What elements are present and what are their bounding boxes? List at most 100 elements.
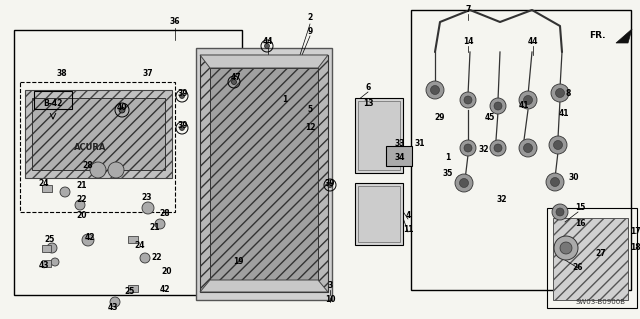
Circle shape xyxy=(490,98,506,114)
Text: 45: 45 xyxy=(485,114,495,122)
Text: 7: 7 xyxy=(465,5,470,14)
Bar xyxy=(42,185,52,192)
Text: 44: 44 xyxy=(263,38,273,47)
Text: 42: 42 xyxy=(84,234,95,242)
Circle shape xyxy=(264,43,269,48)
Text: ACURA: ACURA xyxy=(74,144,106,152)
Bar xyxy=(358,101,400,170)
Circle shape xyxy=(546,173,564,191)
Text: 41: 41 xyxy=(519,100,529,109)
Circle shape xyxy=(556,88,564,98)
Circle shape xyxy=(47,243,57,253)
Bar xyxy=(20,82,175,212)
Circle shape xyxy=(119,107,125,113)
Circle shape xyxy=(460,140,476,156)
Circle shape xyxy=(179,125,184,130)
Circle shape xyxy=(464,144,472,152)
Text: 10: 10 xyxy=(324,294,335,303)
Text: 13: 13 xyxy=(363,99,373,108)
Bar xyxy=(14,30,242,295)
Text: 31: 31 xyxy=(415,138,425,147)
Text: 16: 16 xyxy=(575,219,585,227)
Text: 40: 40 xyxy=(116,103,127,113)
Text: 39: 39 xyxy=(178,88,188,98)
Text: 12: 12 xyxy=(305,123,316,132)
Text: 43: 43 xyxy=(39,261,49,270)
Text: 2: 2 xyxy=(307,13,312,23)
Circle shape xyxy=(524,144,532,152)
Text: 20: 20 xyxy=(162,268,172,277)
Bar xyxy=(386,146,412,166)
Polygon shape xyxy=(616,29,632,43)
Bar xyxy=(355,183,403,245)
Text: 9: 9 xyxy=(307,27,312,36)
Text: 1: 1 xyxy=(445,153,451,162)
Text: 23: 23 xyxy=(141,192,152,202)
Text: 21: 21 xyxy=(150,224,160,233)
Circle shape xyxy=(550,177,559,187)
Text: 28: 28 xyxy=(160,209,170,218)
Circle shape xyxy=(494,102,502,110)
Text: 30: 30 xyxy=(569,174,579,182)
Bar xyxy=(355,98,403,173)
Circle shape xyxy=(140,253,150,263)
Text: 28: 28 xyxy=(83,160,93,169)
Bar xyxy=(411,10,631,290)
Text: 44: 44 xyxy=(528,38,538,47)
Circle shape xyxy=(232,79,237,85)
Circle shape xyxy=(524,95,532,105)
Text: 3: 3 xyxy=(328,281,333,291)
Circle shape xyxy=(90,162,106,178)
Text: 25: 25 xyxy=(125,286,135,295)
Text: SW03-B0900B: SW03-B0900B xyxy=(576,299,626,305)
Polygon shape xyxy=(196,48,332,300)
Text: 33: 33 xyxy=(395,138,405,147)
Polygon shape xyxy=(553,218,628,300)
Polygon shape xyxy=(200,55,328,68)
Polygon shape xyxy=(200,280,328,292)
Text: 41: 41 xyxy=(559,108,569,117)
Text: 34: 34 xyxy=(395,152,405,161)
Circle shape xyxy=(75,200,85,210)
Text: 22: 22 xyxy=(77,196,87,204)
Text: 38: 38 xyxy=(57,69,67,78)
Circle shape xyxy=(554,236,578,260)
Text: 17: 17 xyxy=(630,227,640,236)
Text: 20: 20 xyxy=(77,211,87,219)
Text: 43: 43 xyxy=(108,303,118,313)
Text: 39: 39 xyxy=(324,179,335,188)
Text: 4: 4 xyxy=(405,211,411,219)
Text: 5: 5 xyxy=(307,106,312,115)
Text: 6: 6 xyxy=(365,84,371,93)
Text: 25: 25 xyxy=(45,235,55,244)
Circle shape xyxy=(519,139,537,157)
Circle shape xyxy=(426,81,444,99)
Circle shape xyxy=(490,140,506,156)
Circle shape xyxy=(82,234,94,246)
Bar xyxy=(42,260,51,267)
Circle shape xyxy=(554,140,563,150)
Circle shape xyxy=(110,297,120,307)
Text: 32: 32 xyxy=(497,196,508,204)
Circle shape xyxy=(60,187,70,197)
Bar xyxy=(547,208,637,308)
Circle shape xyxy=(179,93,184,99)
Circle shape xyxy=(549,136,567,154)
Text: 11: 11 xyxy=(403,225,413,234)
Circle shape xyxy=(519,91,537,109)
Bar xyxy=(128,236,138,243)
Text: 37: 37 xyxy=(143,69,154,78)
Polygon shape xyxy=(200,55,328,292)
Circle shape xyxy=(460,92,476,108)
Polygon shape xyxy=(25,90,172,178)
Circle shape xyxy=(552,204,568,220)
Text: 29: 29 xyxy=(435,114,445,122)
Text: 18: 18 xyxy=(630,243,640,253)
Circle shape xyxy=(142,202,154,214)
Circle shape xyxy=(51,258,59,266)
Text: 1: 1 xyxy=(282,95,287,105)
Text: 19: 19 xyxy=(233,256,243,265)
Text: 36: 36 xyxy=(170,18,180,26)
Circle shape xyxy=(464,96,472,104)
Text: FR.: FR. xyxy=(589,31,606,40)
